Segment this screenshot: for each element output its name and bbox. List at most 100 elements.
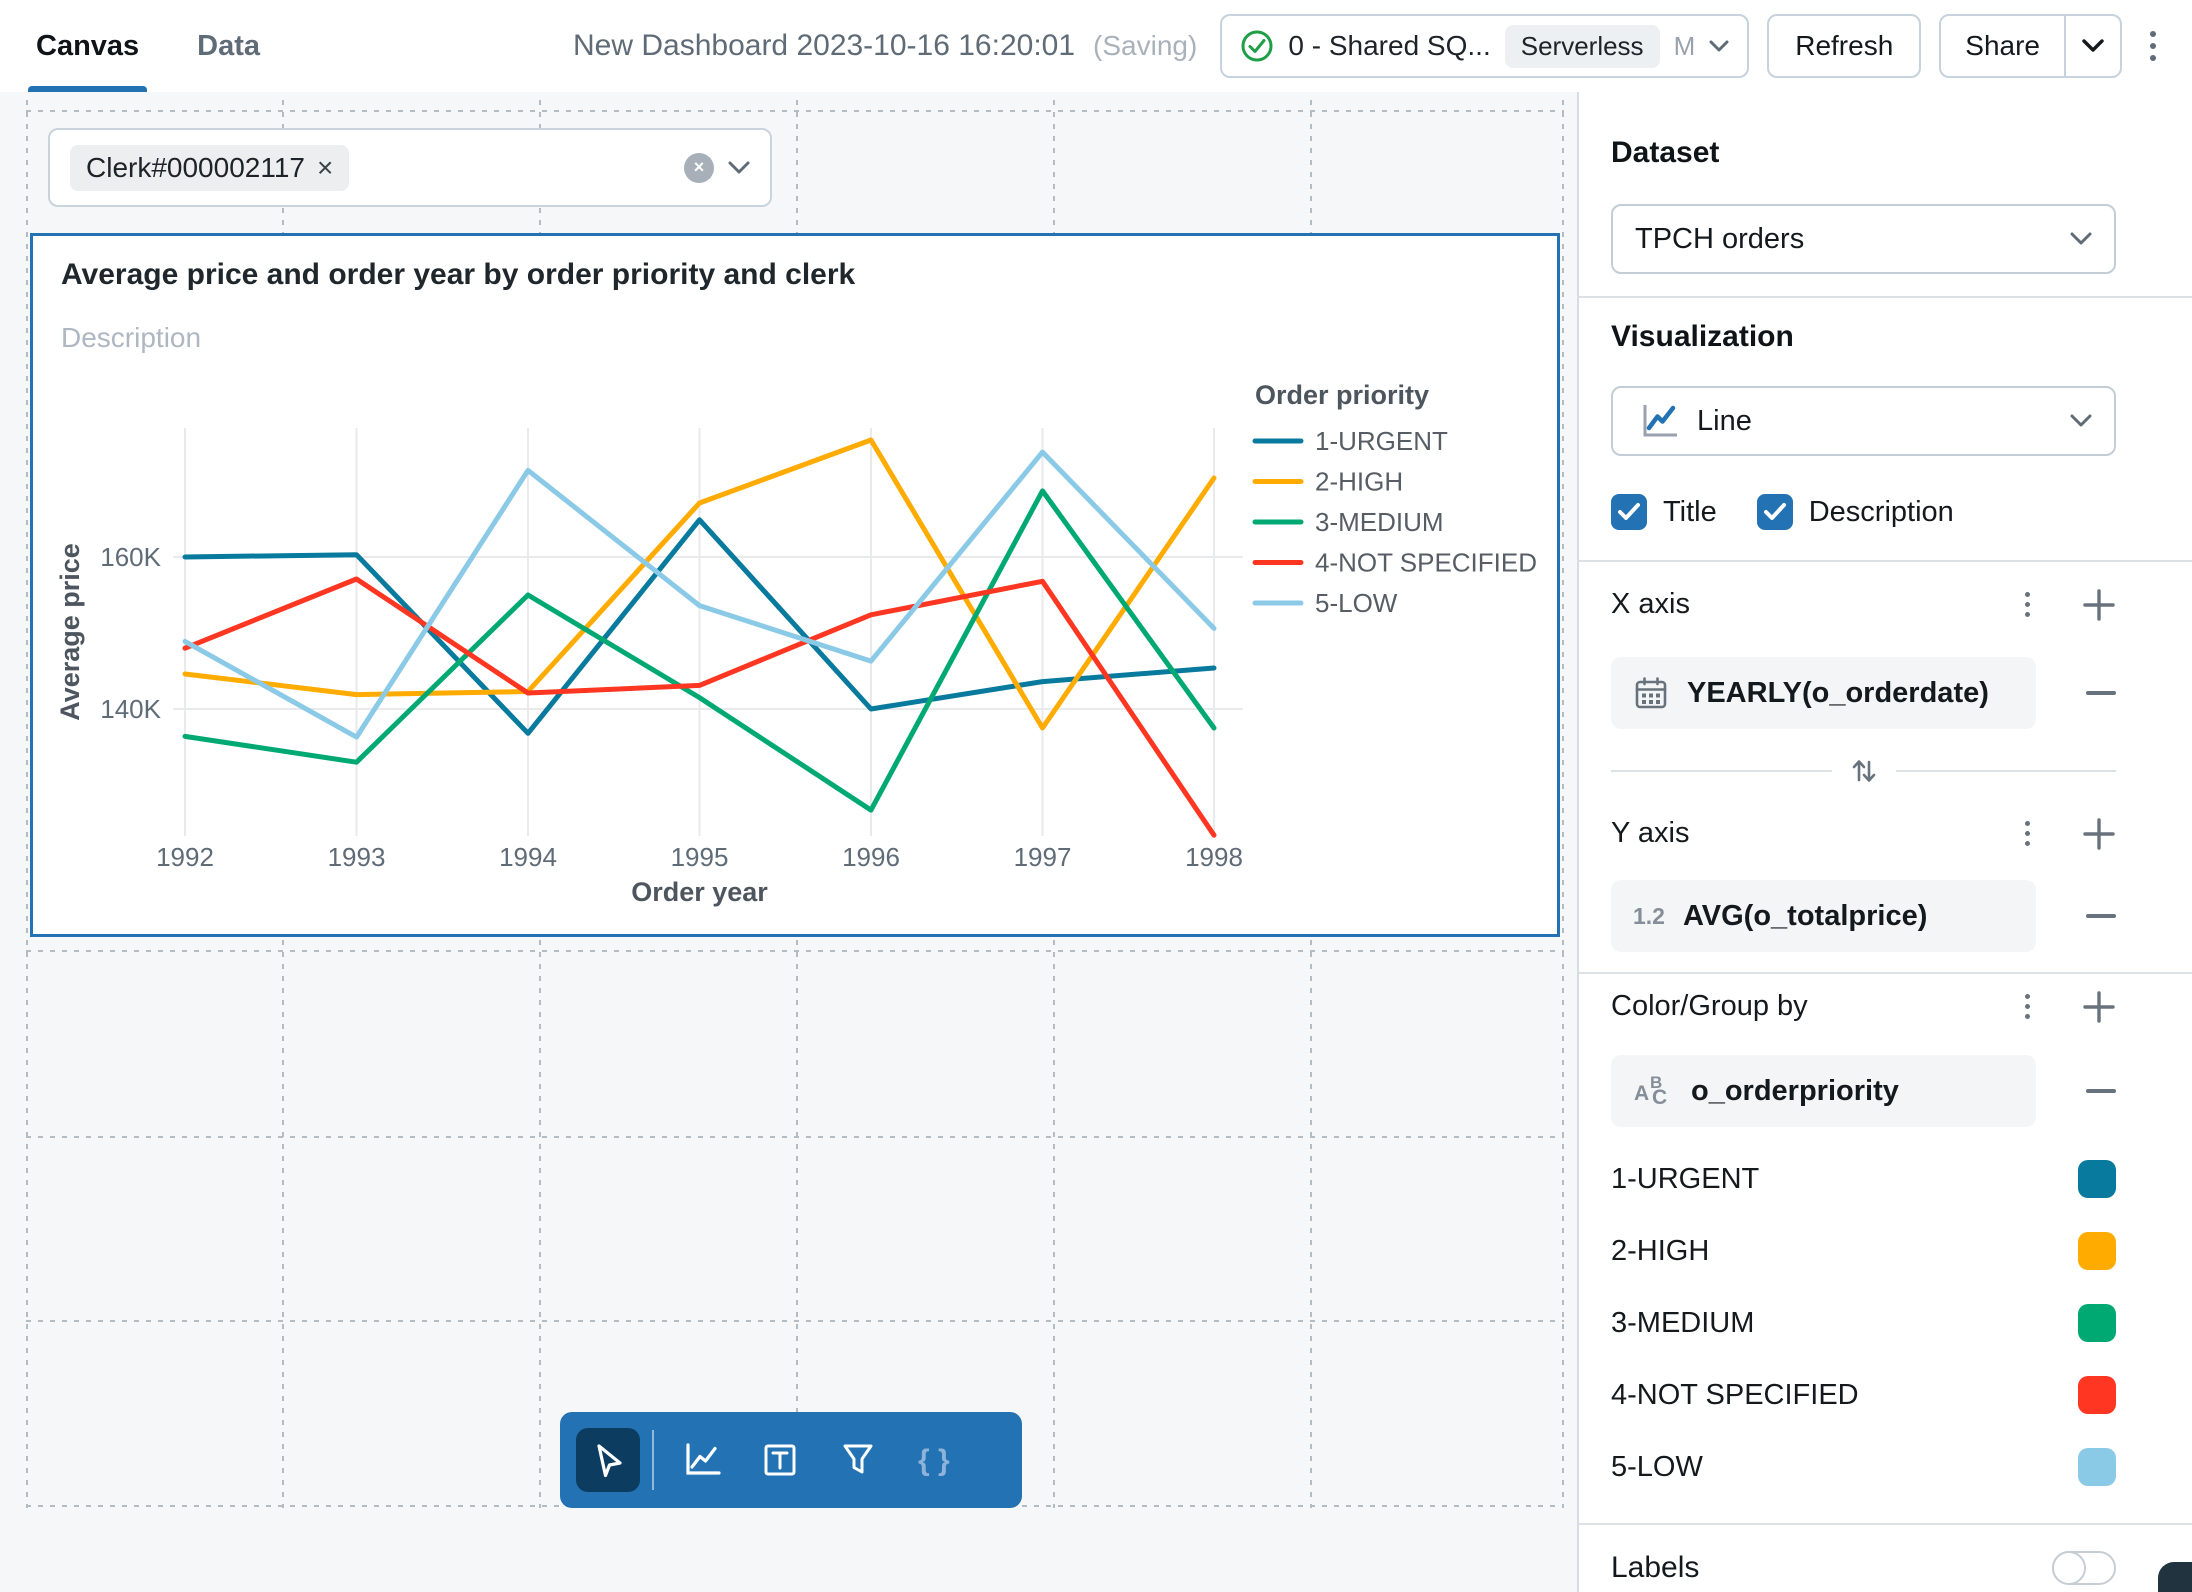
color-group-field[interactable]: A B C o_orderpriority <box>1611 1055 2036 1127</box>
series-color-swatch[interactable] <box>2078 1232 2116 1270</box>
series-label: 4-NOT SPECIFIED <box>1611 1378 1859 1411</box>
dashboard-canvas[interactable]: Clerk#000002117 × × 1992 1993 1994 1995 1996… <box>0 92 1577 1592</box>
svg-text:1992: 1992 <box>156 842 214 872</box>
share-button[interactable]: Share <box>1941 16 2064 76</box>
dashboard-title-area: New Dashboard 2023-10-16 16:20:01 (Savin… <box>573 0 1197 92</box>
x-axis-field[interactable]: YEARLY(o_orderdate) <box>1611 657 2036 729</box>
share-dropdown-button[interactable] <box>2064 16 2120 76</box>
code-tool-button[interactable]: { } <box>904 1428 968 1492</box>
saving-status: (Saving) <box>1093 30 1198 61</box>
checkbox-checked-icon <box>1756 494 1793 530</box>
clear-icon: × <box>693 157 705 177</box>
string-type-icon: A B C <box>1634 1073 1667 1109</box>
tab-canvas[interactable]: Canvas <box>28 0 148 92</box>
cursor-icon <box>597 1444 622 1478</box>
svg-text:1997: 1997 <box>1014 842 1072 872</box>
y-axis-field[interactable]: 1.2 AVG(o_totalprice) <box>1611 880 2036 952</box>
warehouse-selector[interactable]: 0 - Shared SQ... Serverless M <box>1220 14 1750 78</box>
svg-text:160K: 160K <box>100 542 161 572</box>
warehouse-size: M <box>1673 30 1696 61</box>
y-axis-add-button[interactable] <box>2082 817 2116 851</box>
top-bar: Canvas Data New Dashboard 2023-10-16 16:… <box>0 0 2192 92</box>
filter-clear-button[interactable]: × <box>684 152 714 183</box>
text-icon <box>764 1444 796 1476</box>
config-sidebar: Dataset TPCH orders Visualization Line <box>1577 92 2192 1592</box>
series-color-swatch[interactable] <box>2078 1160 2116 1198</box>
chart-description-placeholder[interactable]: Description <box>61 322 202 353</box>
header-actions: 0 - Shared SQ... Serverless M Refresh Sh… <box>1220 14 2166 78</box>
axis-swap-row <box>1611 753 2116 789</box>
svg-text:C: C <box>1652 1086 1667 1109</box>
x-axis-menu-button[interactable] <box>2017 584 2038 625</box>
svg-text:2-HIGH: 2-HIGH <box>1315 467 1403 497</box>
line-chart-widget[interactable]: 1992 1993 1994 1995 1996 1997 1998 140K 160K Orde… <box>30 233 1560 937</box>
dataset-value: TPCH orders <box>1635 222 1805 255</box>
labels-toggle-row: Labels <box>1611 1551 2116 1585</box>
section-divider <box>1579 972 2192 974</box>
chart-icon <box>686 1443 721 1475</box>
filter-value-chip[interactable]: Clerk#000002117 × <box>70 144 350 191</box>
dataset-section-title: Dataset <box>1611 136 1720 169</box>
x-axis-field-name: YEARLY(o_orderdate) <box>1687 676 1989 709</box>
swap-arrows-icon <box>1852 760 1875 782</box>
share-split-button: Share <box>1939 14 2122 78</box>
dashboard-title[interactable]: New Dashboard 2023-10-16 16:20:01 <box>573 29 1076 62</box>
y-axis-field-row: 1.2 AVG(o_totalprice) <box>1611 880 2116 952</box>
toolbar-divider <box>652 1430 654 1490</box>
section-divider <box>1579 296 2192 298</box>
section-divider <box>1579 560 2192 562</box>
share-label: Share <box>1965 30 2040 61</box>
chevron-down-icon <box>1709 40 1729 51</box>
overflow-menu-button[interactable] <box>2140 21 2166 71</box>
add-filter-button[interactable] <box>826 1428 890 1492</box>
title-checkbox-label: Title <box>1663 495 1717 528</box>
visualization-section-title: Visualization <box>1611 320 1794 353</box>
series-color-swatch[interactable] <box>2078 1376 2116 1414</box>
refresh-label: Refresh <box>1795 30 1894 61</box>
x-axis-header: X axis <box>1611 584 2116 625</box>
y-axis-menu-button[interactable] <box>2017 813 2038 854</box>
chart-title[interactable]: Average price and order year by order pr… <box>61 258 856 291</box>
description-checkbox[interactable]: Description <box>1756 494 1954 530</box>
chevron-down-icon <box>728 161 750 173</box>
widget-toggles: Title Description <box>1611 494 2116 530</box>
svg-text:1994: 1994 <box>499 842 557 872</box>
dataset-select[interactable]: TPCH orders <box>1611 204 2116 274</box>
x-axis-remove-button[interactable] <box>2086 691 2116 695</box>
x-axis-add-button[interactable] <box>2082 588 2116 622</box>
y-axis-field-name: AVG(o_totalprice) <box>1682 899 1928 932</box>
y-axis-remove-button[interactable] <box>2086 914 2116 918</box>
labels-toggle[interactable] <box>2052 1551 2116 1585</box>
title-checkbox[interactable]: Title <box>1611 494 1717 530</box>
refresh-button[interactable]: Refresh <box>1767 14 1922 78</box>
color-group-add-button[interactable] <box>2082 990 2116 1024</box>
color-group-remove-button[interactable] <box>2086 1089 2116 1093</box>
svg-text:1993: 1993 <box>328 842 386 872</box>
series-label: 5-LOW <box>1611 1450 1703 1483</box>
line-chart: 1992 1993 1994 1995 1996 1997 1998 140K 160K Orde… <box>55 380 1537 907</box>
filter-chip-remove-icon[interactable]: × <box>316 151 334 183</box>
tab-data[interactable]: Data <box>197 0 260 92</box>
swap-axes-button[interactable] <box>1846 753 1882 789</box>
chevron-down-icon <box>2070 232 2092 245</box>
series-color-row: 2-HIGH <box>1611 1219 2116 1283</box>
color-group-menu-button[interactable] <box>2017 986 2038 1027</box>
series-color-swatch[interactable] <box>2078 1448 2116 1486</box>
add-visualization-button[interactable] <box>670 1428 734 1492</box>
series-color-row: 3-MEDIUM <box>1611 1291 2116 1355</box>
svg-text:B: B <box>1650 1073 1662 1092</box>
y-axis-label: Y axis <box>1611 817 1690 849</box>
cursor-tool-button[interactable] <box>576 1428 640 1492</box>
resize-grip[interactable] <box>2158 1562 2192 1592</box>
chevron-down-icon <box>2070 414 2092 427</box>
numeric-type-icon: 1.2 <box>1633 902 1665 929</box>
visualization-select[interactable]: Line <box>1611 386 2116 456</box>
calendar-icon <box>1635 677 1667 709</box>
filter-widget[interactable]: Clerk#000002117 × × <box>48 128 772 207</box>
labels-label: Labels <box>1611 1551 1700 1584</box>
add-text-button[interactable] <box>748 1428 812 1492</box>
filter-dropdown-chevron[interactable] <box>728 161 750 175</box>
warehouse-serverless-badge: Serverless <box>1504 24 1660 68</box>
color-group-field-name: o_orderpriority <box>1691 1074 1899 1107</box>
series-color-swatch[interactable] <box>2078 1304 2116 1342</box>
